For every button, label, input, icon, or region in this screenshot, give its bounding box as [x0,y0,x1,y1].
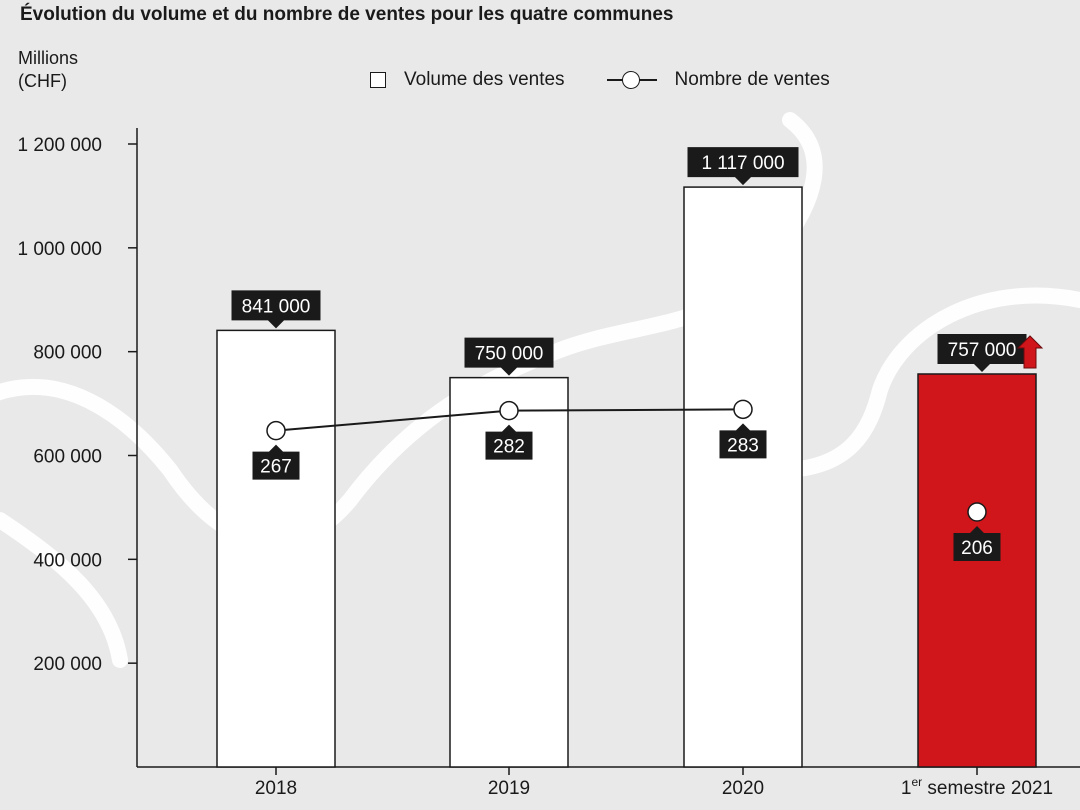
line-point [967,502,987,522]
unit-line-2: (CHF) [18,71,67,91]
unit-line-1: Millions [18,48,79,68]
legend-item-count: Nombre de ventes [606,69,830,91]
line-value-label: 282 [493,437,525,458]
bar-value-label: 757 000 [948,340,1017,361]
up-arrow-icon [1016,335,1044,369]
bar-value-tag [231,290,321,329]
bar-value-label: 841 000 [242,296,311,317]
line-value-label: 267 [260,457,292,478]
legend-item-volume: Volume des ventes [370,69,565,91]
line-value-tag [719,423,767,459]
bar-value-tag [687,147,799,186]
line-value-tag [252,444,300,480]
y-tick-label: 1 200 000 [17,135,102,156]
y-tick-label: 200 000 [33,654,102,675]
legend-label-count: Nombre de ventes [674,69,830,90]
y-axis-unit: Millions (CHF) [18,47,78,93]
legend-line-swatch [606,70,657,90]
legend-label-volume: Volume des ventes [404,69,565,90]
x-tick-label: 1er semestre 2021 [901,775,1053,799]
legend-bar-swatch [370,72,386,88]
line-value-tag [953,526,1001,561]
line-value-label: 283 [727,435,759,456]
bar [683,186,803,768]
y-tick-label: 600 000 [33,447,102,468]
bar-value-label: 1 117 000 [701,153,784,174]
line-value-label: 206 [961,538,993,559]
line-segment [275,409,510,432]
y-tick-label: 400 000 [33,550,102,571]
line-segment [508,408,744,412]
line-point [499,400,519,421]
x-tick-label: 2019 [488,778,530,799]
bar [216,329,336,768]
bar-value-label: 750 000 [475,344,544,365]
y-tick-label: 800 000 [33,343,102,364]
line-point [266,420,286,441]
legend: Volume des ventes Nombre de ventes [370,69,872,91]
bar [917,373,1037,768]
line-value-tag [485,424,533,460]
y-tick-label: 1 000 000 [17,239,102,260]
chart-title: Évolution du volume et du nombre de vent… [20,4,674,25]
line-point [733,399,753,420]
x-tick-label: 2020 [722,778,764,799]
bar-value-tag [464,337,554,376]
x-tick-label: 2018 [255,778,297,799]
bar-value-tag [937,333,1027,372]
